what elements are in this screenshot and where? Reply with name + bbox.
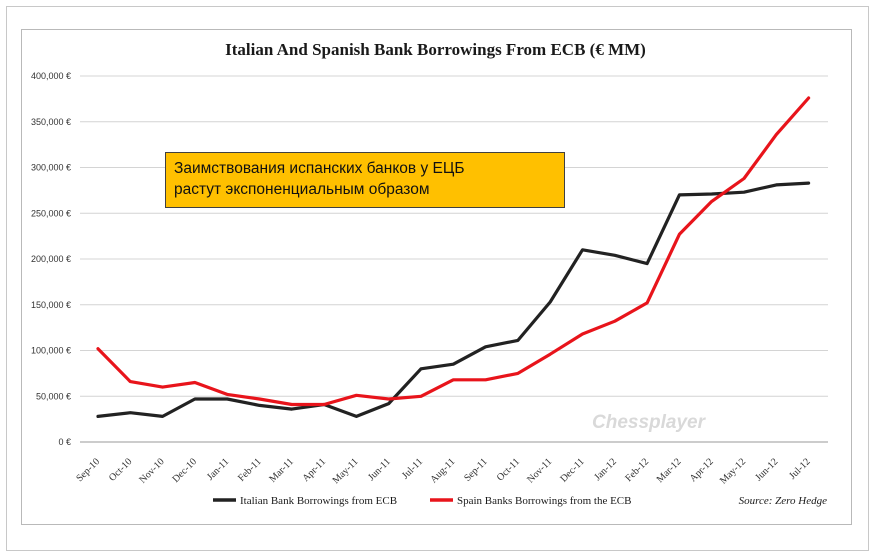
annotation-line-2: растут экспоненциальным образом xyxy=(174,181,430,198)
x-tick-label: Aug-11 xyxy=(428,456,457,485)
x-tick-label: Oct-10 xyxy=(107,456,134,483)
x-tick-label: Jun-12 xyxy=(753,456,780,483)
y-axis: 0 € 50,000 € 100,000 € 150,000 € 200,000 € 25… xyxy=(31,71,71,447)
x-tick-label: May-12 xyxy=(718,456,748,486)
y-tick-label: 350,000 € xyxy=(31,117,71,127)
x-tick-label: Sep-10 xyxy=(74,456,102,484)
y-tick-label: 250,000 € xyxy=(31,208,71,218)
x-tick-label: Mar-12 xyxy=(655,456,684,485)
x-tick-label: Jul-11 xyxy=(400,456,425,481)
x-tick-label: Apr-11 xyxy=(300,456,328,484)
legend: Italian Bank Borrowings from ECB Spain B… xyxy=(213,495,631,507)
watermark: Chessplayer xyxy=(592,412,707,433)
x-tick-label: Oct-11 xyxy=(495,456,522,483)
annotation-line-1: Заимствования испанских банков у ЕЦБ xyxy=(174,160,465,177)
x-tick-label: Dec-10 xyxy=(170,456,199,485)
source-note: Source: Zero Hedge xyxy=(739,495,827,507)
x-tick-label: Jan-12 xyxy=(592,456,619,483)
legend-label-spain: Spain Banks Borrowings from the ECB xyxy=(457,495,631,507)
x-tick-label: Feb-11 xyxy=(236,456,264,484)
x-tick-label: Jan-11 xyxy=(205,456,231,482)
x-tick-label: Apr-12 xyxy=(688,456,716,484)
legend-label-italian: Italian Bank Borrowings from ECB xyxy=(240,495,397,507)
y-tick-label: 50,000 € xyxy=(36,391,71,401)
x-tick-label: Mar-11 xyxy=(267,456,296,485)
annotation-box: Заимствования испанских банков у ЕЦБ рас… xyxy=(165,152,565,208)
gridlines xyxy=(80,75,828,397)
x-tick-label: Nov-11 xyxy=(525,456,554,485)
y-tick-label: 200,000 € xyxy=(31,254,71,264)
y-tick-label: 100,000 € xyxy=(31,346,71,356)
y-tick-label: 400,000 € xyxy=(31,71,71,81)
x-tick-label: May-11 xyxy=(331,456,361,486)
x-tick-label: Feb-12 xyxy=(623,456,651,484)
chart-title: Italian And Spanish Bank Borrowings From… xyxy=(225,40,646,59)
x-tick-label: Sep-11 xyxy=(462,456,490,484)
y-tick-label: 300,000 € xyxy=(31,163,71,173)
series-line-spain xyxy=(96,96,811,407)
x-tick-label: Dec-11 xyxy=(558,456,586,484)
y-tick-label: 0 € xyxy=(58,437,71,447)
x-tick-label: Jul-12 xyxy=(787,456,812,481)
x-tick-label: Jun-11 xyxy=(366,456,393,483)
series-lines xyxy=(96,96,811,418)
x-axis: Sep-10 Oct-10 Nov-10 Dec-10 Jan-11 Feb-11 Mar-… xyxy=(74,441,828,487)
y-tick-label: 150,000 € xyxy=(31,300,71,310)
x-tick-label: Nov-10 xyxy=(137,456,166,485)
